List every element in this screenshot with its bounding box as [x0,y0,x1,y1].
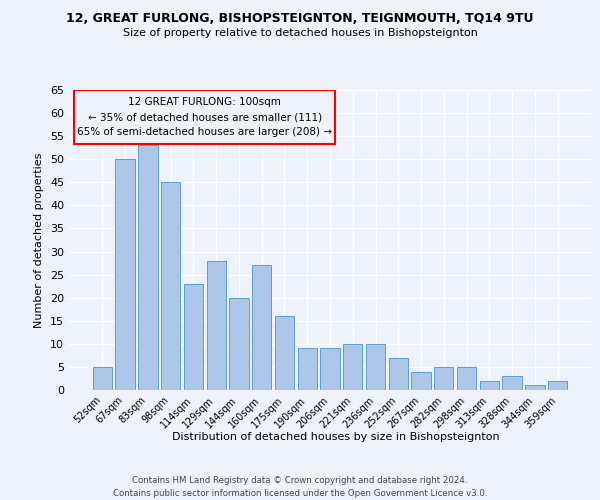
Bar [457,367,476,390]
Bar [184,284,203,390]
Bar [298,348,317,390]
Text: 12, GREAT FURLONG, BISHOPSTEIGNTON, TEIGNMOUTH, TQ14 9TU: 12, GREAT FURLONG, BISHOPSTEIGNTON, TEIG… [66,12,534,26]
Bar [525,386,545,390]
Bar [252,266,271,390]
Bar [320,348,340,390]
Bar [206,261,226,390]
Y-axis label: Number of detached properties: Number of detached properties [34,152,44,328]
Bar [115,159,135,390]
Bar [229,298,248,390]
Text: 12 GREAT FURLONG: 100sqm
← 35% of detached houses are smaller (111)
65% of semi-: 12 GREAT FURLONG: 100sqm ← 35% of detach… [77,97,332,137]
Bar [138,146,158,390]
Text: Distribution of detached houses by size in Bishopsteignton: Distribution of detached houses by size … [172,432,500,442]
FancyBboxPatch shape [74,90,335,144]
Bar [434,367,454,390]
Bar [93,367,112,390]
Text: Contains HM Land Registry data © Crown copyright and database right 2024.
Contai: Contains HM Land Registry data © Crown c… [113,476,487,498]
Bar [343,344,362,390]
Bar [161,182,181,390]
Bar [548,381,567,390]
Bar [412,372,431,390]
Bar [275,316,294,390]
Text: Size of property relative to detached houses in Bishopsteignton: Size of property relative to detached ho… [122,28,478,38]
Bar [366,344,385,390]
Bar [389,358,408,390]
Bar [479,381,499,390]
Bar [502,376,522,390]
